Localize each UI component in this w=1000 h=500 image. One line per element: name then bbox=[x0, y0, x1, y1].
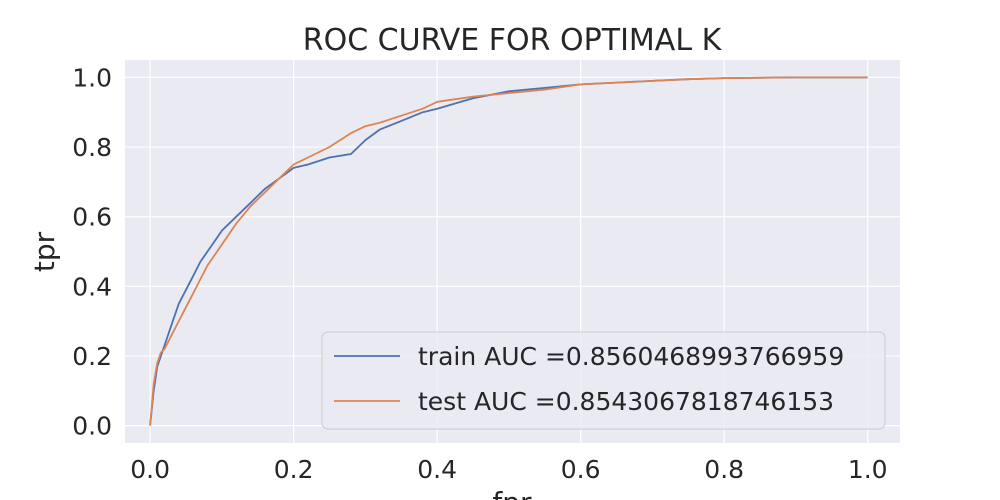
x-tick-label: 0.6 bbox=[561, 455, 601, 484]
x-tick-label: 1.0 bbox=[848, 455, 888, 484]
legend-box bbox=[321, 331, 886, 430]
y-tick-label: 1.0 bbox=[72, 63, 112, 92]
x-tick-label: 0.8 bbox=[704, 455, 744, 484]
y-tick-label: 0.2 bbox=[72, 342, 112, 371]
y-tick-label: 0.4 bbox=[72, 272, 112, 301]
legend-entry: test AUC =0.8543067818746153 bbox=[418, 387, 834, 416]
y-tick-labels: 0.0 0.2 0.4 0.6 0.8 1.0 bbox=[72, 63, 112, 440]
y-tick-label: 0.8 bbox=[72, 133, 112, 162]
y-tick-label: 0.6 bbox=[72, 203, 112, 232]
x-axis-label: fpr bbox=[492, 486, 532, 500]
x-tick-label: 0.2 bbox=[274, 455, 314, 484]
x-tick-labels: 0.0 0.2 0.4 0.6 0.8 1.0 bbox=[130, 455, 887, 484]
y-tick-label: 0.0 bbox=[72, 412, 112, 441]
legend-entry: train AUC =0.8560468993766959 bbox=[418, 342, 844, 371]
x-tick-label: 0.0 bbox=[130, 455, 170, 484]
series-line-test bbox=[149, 76, 868, 426]
y-axis-label: tpr bbox=[28, 231, 61, 272]
legend: train AUC =0.8560468993766959 test AUC =0… bbox=[321, 331, 886, 430]
x-tick-label: 0.4 bbox=[417, 455, 457, 484]
series-lines bbox=[149, 76, 868, 426]
chart-title: ROC CURVE FOR OPTIMAL K bbox=[303, 23, 723, 58]
